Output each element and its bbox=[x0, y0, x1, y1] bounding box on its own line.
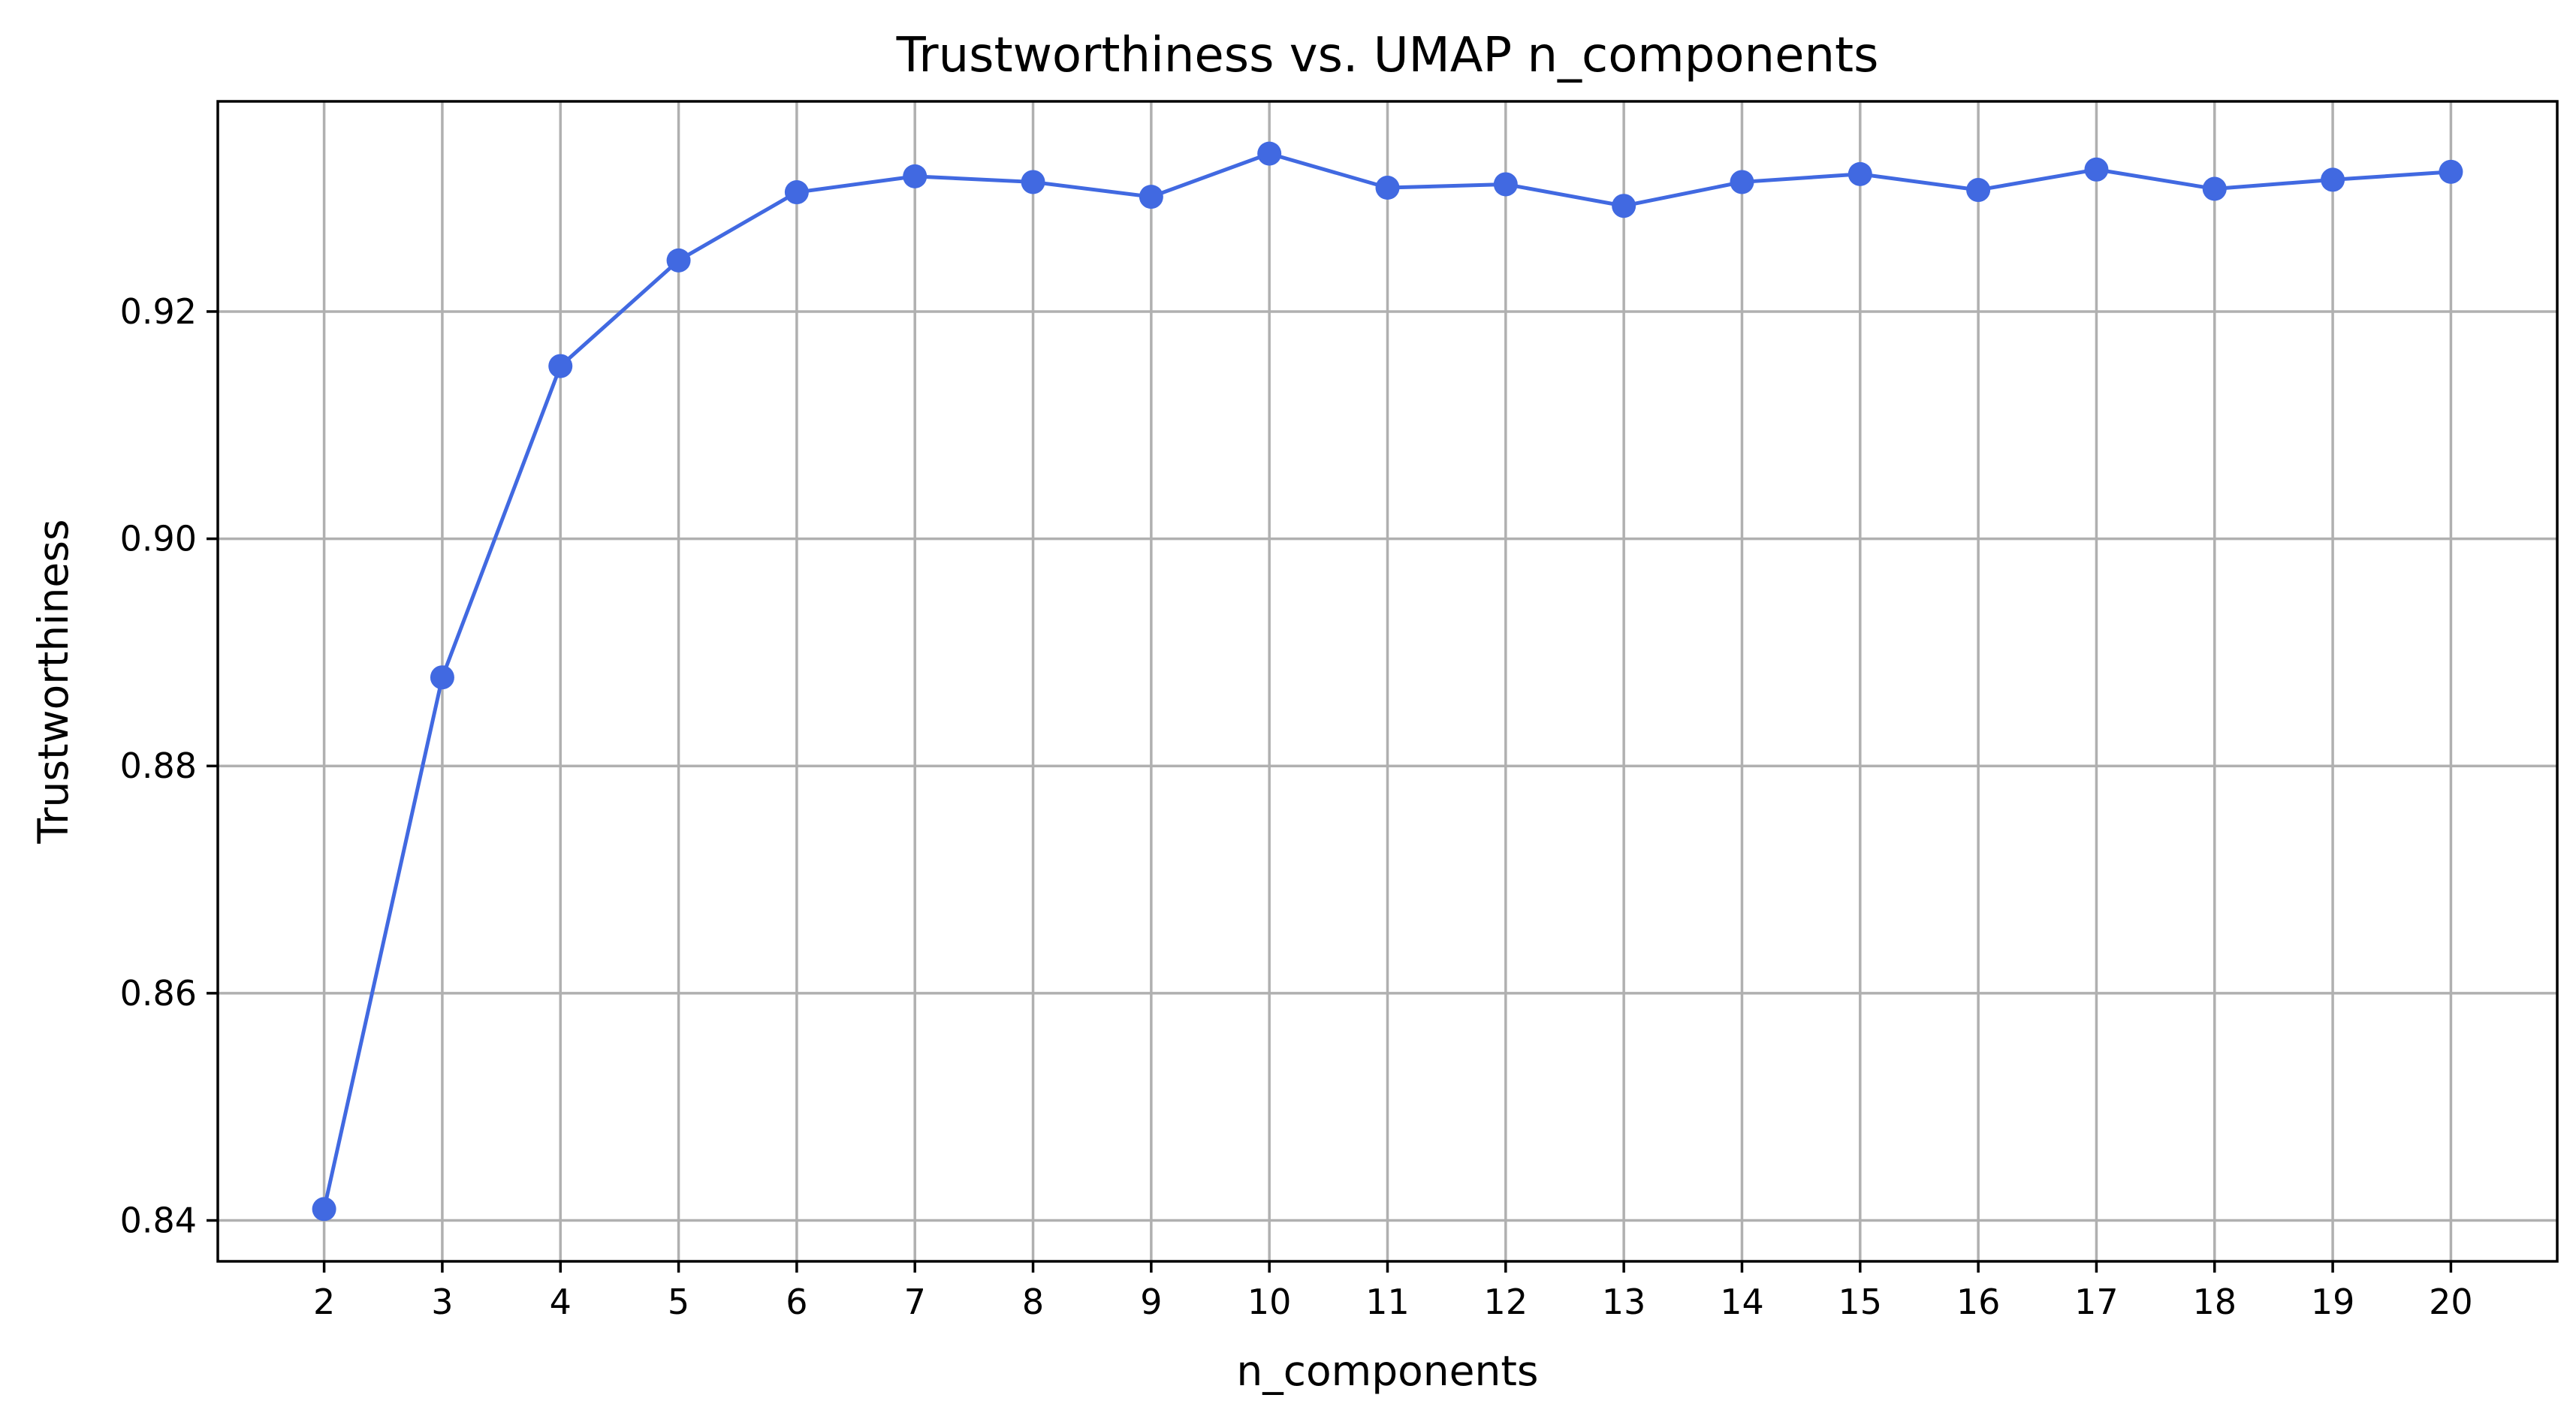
data-point bbox=[2321, 167, 2345, 192]
data-point bbox=[903, 164, 928, 188]
x-tick-label: 3 bbox=[431, 1282, 453, 1322]
data-point bbox=[1139, 185, 1163, 209]
data-point bbox=[1493, 172, 1518, 197]
y-axis-label: Trustworthiness bbox=[29, 519, 77, 844]
y-tick-label: 0.88 bbox=[120, 746, 197, 786]
x-tick-label: 9 bbox=[1140, 1282, 1162, 1322]
data-point bbox=[666, 248, 691, 273]
y-tick-label: 0.84 bbox=[120, 1201, 197, 1241]
chart-title: Trustworthiness vs. UMAP n_components bbox=[896, 28, 1879, 83]
x-tick-label: 13 bbox=[1602, 1282, 1646, 1322]
x-tick-label: 11 bbox=[1365, 1282, 1410, 1322]
x-tick-label: 19 bbox=[2311, 1282, 2355, 1322]
x-tick-label: 20 bbox=[2429, 1282, 2473, 1322]
x-tick-label: 12 bbox=[1484, 1282, 1528, 1322]
data-point bbox=[312, 1197, 336, 1222]
grid bbox=[218, 101, 2557, 1261]
y-tick-label: 0.92 bbox=[120, 291, 197, 332]
data-point bbox=[2439, 159, 2463, 184]
x-tick-label: 15 bbox=[1838, 1282, 1883, 1322]
x-tick-label: 16 bbox=[1956, 1282, 2001, 1322]
data-point bbox=[1612, 194, 1636, 218]
data-point bbox=[1966, 178, 1991, 203]
axis-ticks: 2 3 4 5 6 7 8 9 10 11 12 13 14 15 16 17 18 19 20 0.84 0.86 0.… bbox=[120, 291, 2473, 1322]
data-point bbox=[784, 180, 809, 205]
data-point bbox=[1257, 141, 1282, 166]
data-point bbox=[548, 354, 573, 378]
x-tick-label: 8 bbox=[1022, 1282, 1044, 1322]
x-tick-label: 18 bbox=[2192, 1282, 2237, 1322]
data-point bbox=[1375, 176, 1400, 200]
x-tick-label: 4 bbox=[550, 1282, 572, 1322]
x-tick-label: 2 bbox=[313, 1282, 335, 1322]
x-tick-label: 17 bbox=[2074, 1282, 2119, 1322]
x-axis-label: n_components bbox=[1236, 1347, 1538, 1395]
data-series bbox=[312, 141, 2463, 1222]
y-tick-label: 0.86 bbox=[120, 973, 197, 1014]
data-point bbox=[2084, 157, 2109, 182]
x-tick-label: 14 bbox=[1720, 1282, 1764, 1322]
x-tick-label: 5 bbox=[668, 1282, 689, 1322]
x-tick-label: 7 bbox=[904, 1282, 926, 1322]
data-point bbox=[1021, 170, 1045, 194]
x-tick-label: 6 bbox=[786, 1282, 807, 1322]
data-point bbox=[1730, 170, 1754, 194]
y-tick-label: 0.90 bbox=[120, 519, 197, 559]
data-point bbox=[430, 665, 454, 690]
x-tick-label: 10 bbox=[1247, 1282, 1292, 1322]
data-point bbox=[1848, 161, 1872, 186]
data-point bbox=[2202, 176, 2227, 201]
